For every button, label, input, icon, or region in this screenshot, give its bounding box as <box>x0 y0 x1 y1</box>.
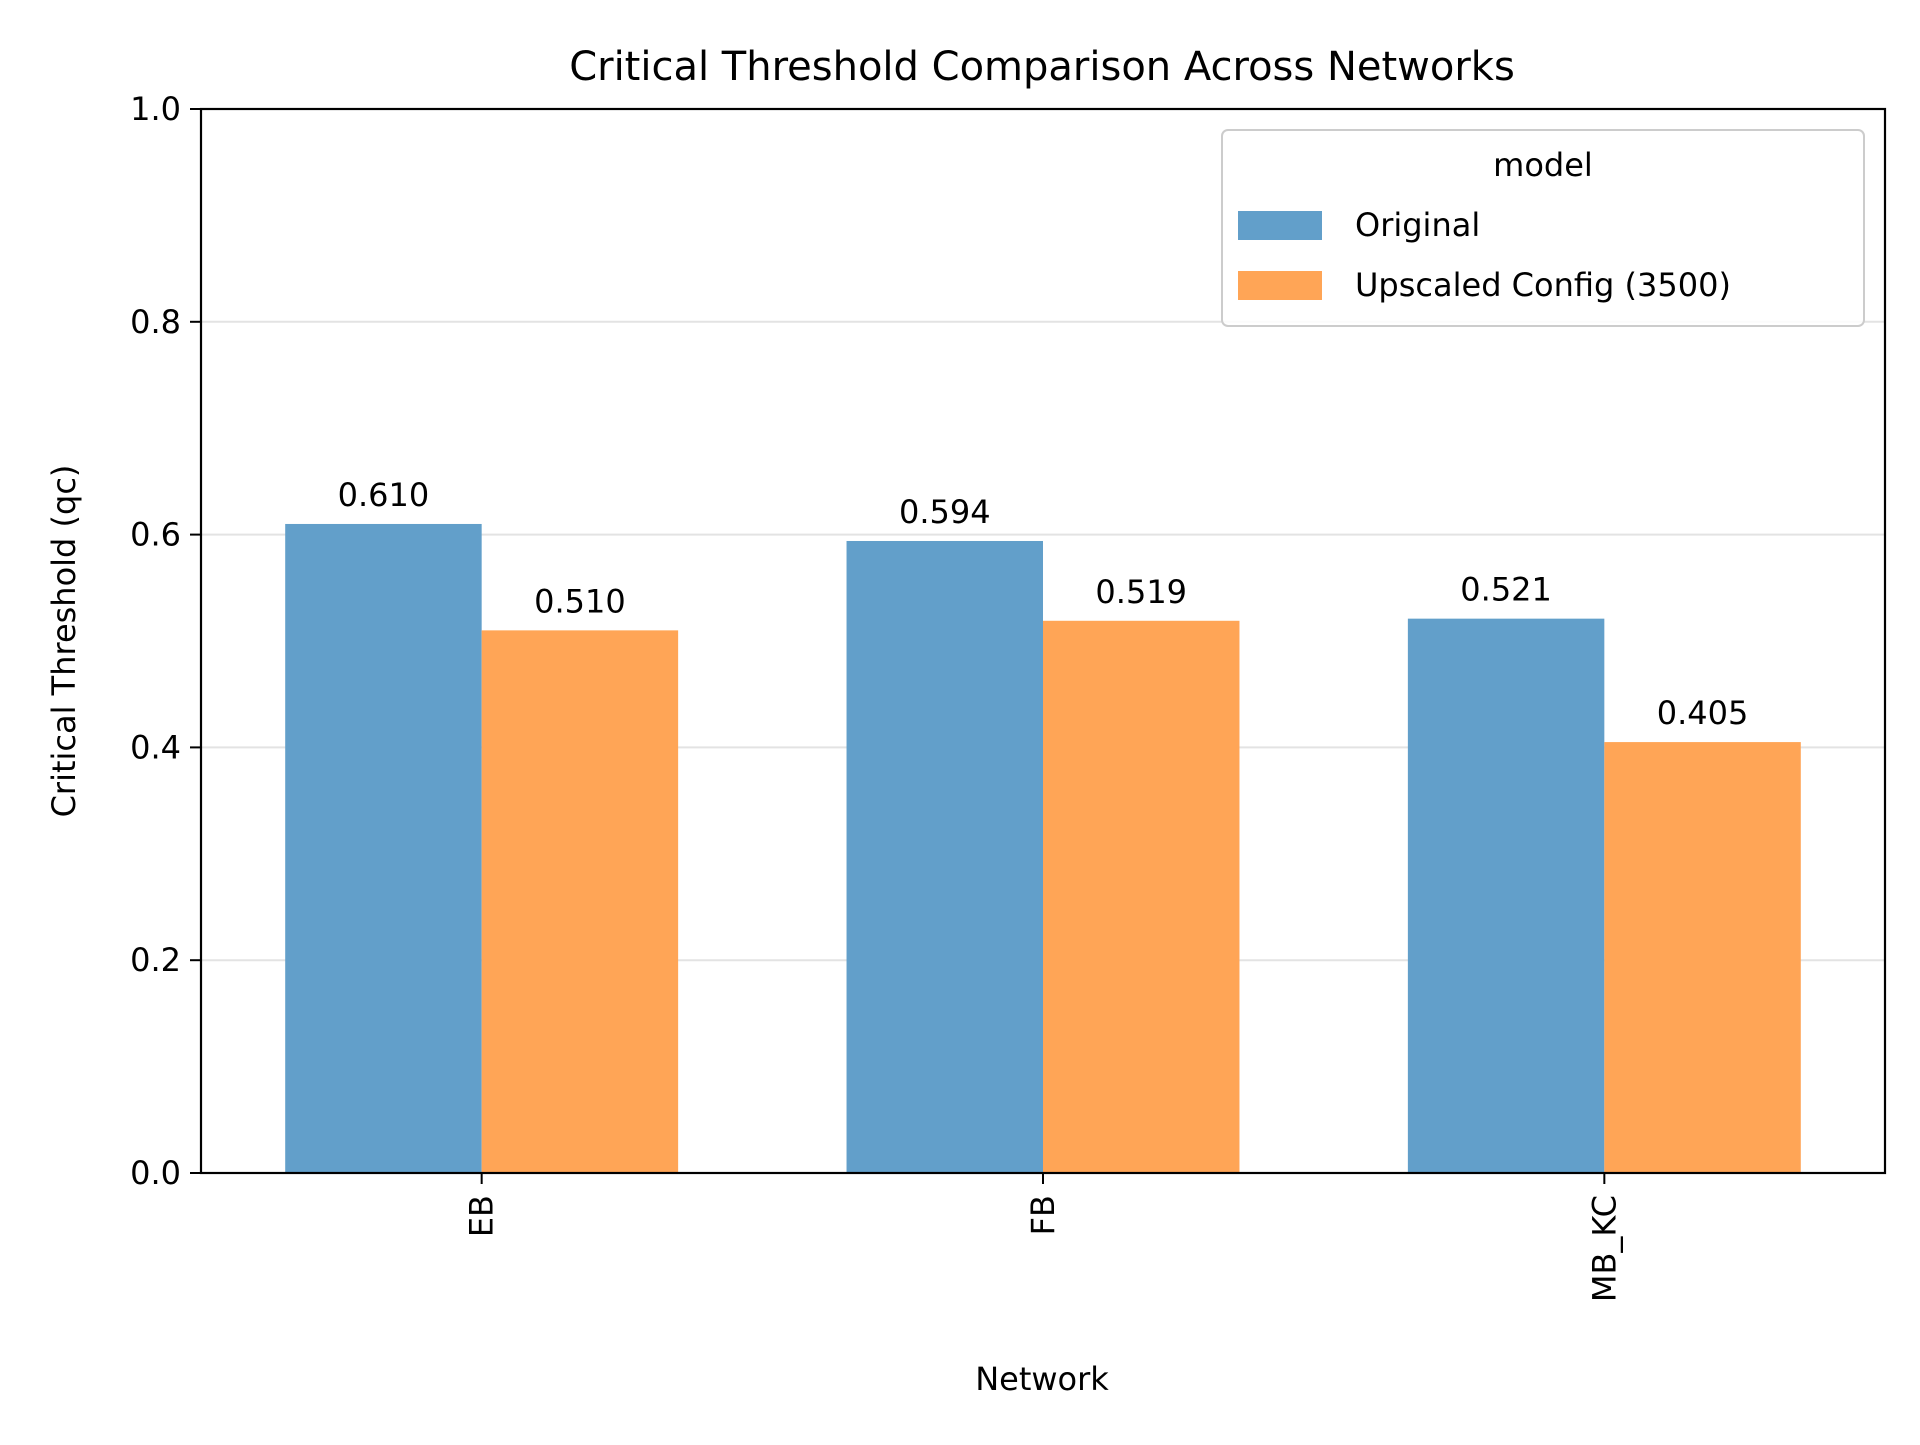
bar <box>846 540 1043 1173</box>
y-tick-label: 0.2 <box>130 941 181 979</box>
y-tick-label: 0.0 <box>130 1154 181 1192</box>
x-tick-label: EB <box>463 1195 501 1237</box>
x-tick-label: MB_KC <box>1585 1195 1623 1302</box>
x-tick-label: FB <box>1024 1195 1062 1235</box>
y-tick-label: 0.6 <box>130 516 181 554</box>
bars <box>285 523 1801 1173</box>
y-axis: 0.0 0.2 0.4 0.6 0.8 1.0 <box>130 90 201 1192</box>
y-tick-label: 1.0 <box>130 90 181 128</box>
x-axis-label: Network <box>975 1360 1109 1398</box>
bar-value-label: 0.510 <box>534 582 626 620</box>
y-axis-label: Critical Threshold (qc) <box>45 465 83 818</box>
legend: model Original Upscaled Config (3500) <box>1221 129 1865 327</box>
bar <box>1407 618 1605 1173</box>
legend-swatch-original <box>1238 211 1322 240</box>
legend-swatch-upscaled <box>1238 271 1322 300</box>
bar <box>481 630 679 1173</box>
legend-frame <box>1221 129 1865 327</box>
legend-label-original: Original <box>1355 206 1480 244</box>
y-tick-label: 0.4 <box>130 728 181 766</box>
bar-value-label: 0.521 <box>1460 571 1552 609</box>
bar-value-label: 0.594 <box>899 493 991 531</box>
bar-value-label: 0.519 <box>1095 573 1187 611</box>
bar-value-label: 0.405 <box>1657 694 1749 732</box>
legend-title: model <box>1493 146 1593 184</box>
x-axis: EB FB MB_KC <box>463 1173 1623 1302</box>
bar-value-labels: 0.610 0.510 0.594 0.519 0.521 0.405 <box>338 476 1749 732</box>
y-tick-label: 0.8 <box>130 303 181 341</box>
bar-value-label: 0.610 <box>338 476 430 514</box>
bar <box>285 523 482 1173</box>
bar <box>1604 742 1801 1173</box>
chart-title: Critical Threshold Comparison Across Net… <box>569 44 1515 90</box>
bar <box>1043 620 1240 1173</box>
legend-label-upscaled: Upscaled Config (3500) <box>1355 266 1731 304</box>
